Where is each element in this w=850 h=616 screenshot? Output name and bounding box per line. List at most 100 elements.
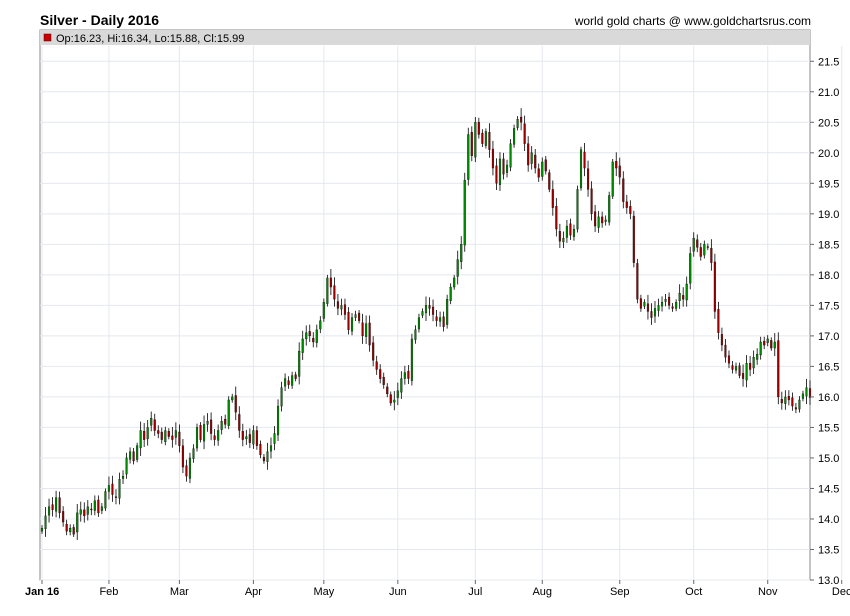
candle-body xyxy=(752,357,755,369)
candle-body xyxy=(47,506,51,516)
candle-body xyxy=(79,509,82,515)
legend-bar xyxy=(40,30,810,45)
candle-body xyxy=(625,201,628,208)
candle-body xyxy=(759,341,762,356)
candle-body xyxy=(742,373,745,379)
candle-body xyxy=(446,299,449,325)
candle-body xyxy=(456,259,459,277)
candle-body xyxy=(576,189,579,230)
candle-body xyxy=(780,398,783,404)
candle-body xyxy=(298,350,301,377)
candle-body xyxy=(76,512,79,533)
candle-body xyxy=(203,424,206,442)
candle-body xyxy=(350,317,354,332)
candle-body xyxy=(505,164,509,173)
candle-body xyxy=(365,323,368,337)
candle-body xyxy=(608,195,611,223)
candle-body xyxy=(727,355,731,364)
y-tick-label: 18.0 xyxy=(818,270,839,282)
candle-body xyxy=(308,331,311,337)
candle-body xyxy=(766,338,769,343)
candle-body xyxy=(410,338,413,381)
candle-body xyxy=(185,465,188,477)
candle-body xyxy=(336,301,339,309)
candle-body xyxy=(632,215,635,263)
candle-body xyxy=(121,476,125,479)
candle-body xyxy=(424,305,428,314)
x-tick-label: Oct xyxy=(685,586,702,598)
candle-body xyxy=(449,286,452,301)
candle-body xyxy=(481,132,484,144)
x-tick-label: Feb xyxy=(99,586,118,598)
y-tick-label: 20.0 xyxy=(818,148,839,160)
candle-body xyxy=(301,338,304,353)
candle-body xyxy=(551,189,554,208)
candle-body xyxy=(569,223,572,236)
candle-body xyxy=(319,320,322,330)
candle-body xyxy=(421,311,424,316)
candle-body xyxy=(534,154,537,169)
candle-body xyxy=(150,418,153,426)
candle-body xyxy=(326,277,329,304)
candle-body xyxy=(90,508,93,511)
candle-body xyxy=(136,445,139,460)
candle-body xyxy=(143,431,146,440)
candle-body xyxy=(294,374,297,379)
candle-body xyxy=(657,305,660,311)
candle-body xyxy=(40,527,44,532)
candle-body xyxy=(69,527,72,533)
candle-body xyxy=(738,365,741,376)
candle-body xyxy=(217,430,220,441)
candle-body xyxy=(259,444,262,456)
candle-body xyxy=(417,317,421,330)
y-tick-label: 17.5 xyxy=(818,300,839,312)
candle-body xyxy=(188,457,192,479)
candle-body xyxy=(717,309,720,333)
candle-body xyxy=(291,375,294,386)
candle-body xyxy=(562,238,565,243)
candle-body xyxy=(548,172,551,190)
candle-body xyxy=(495,165,498,184)
candle-body xyxy=(724,344,727,358)
candle-body xyxy=(770,340,773,349)
candle-body xyxy=(587,168,590,190)
candle-body xyxy=(749,363,752,370)
candle-body xyxy=(678,293,681,302)
candle-body xyxy=(252,430,255,445)
candle-body xyxy=(646,303,649,312)
x-tick-label: Sep xyxy=(610,586,630,598)
candle-body xyxy=(280,387,283,407)
candle-body xyxy=(537,168,540,178)
candle-body xyxy=(629,206,632,214)
candle-body xyxy=(558,231,561,242)
candle-body xyxy=(234,395,237,413)
candle-body xyxy=(414,329,417,340)
candle-body xyxy=(565,225,568,238)
candle-body xyxy=(555,206,558,230)
candle-body xyxy=(428,305,431,309)
candle-body xyxy=(62,511,65,523)
candle-body xyxy=(435,316,438,321)
candle-body xyxy=(192,448,195,459)
candle-body xyxy=(287,380,290,385)
candle-body xyxy=(382,376,385,385)
candle-body xyxy=(368,322,371,346)
candle-body xyxy=(396,390,399,398)
candle-body xyxy=(389,394,392,404)
candle-body xyxy=(231,396,234,401)
y-tick-label: 19.0 xyxy=(818,209,839,221)
candle-body xyxy=(284,378,287,387)
x-tick-label: Jan 16 xyxy=(25,586,59,598)
candle-body xyxy=(58,497,61,514)
y-tick-label: 17.0 xyxy=(818,331,839,343)
candle-body xyxy=(763,341,766,346)
candle-body xyxy=(474,122,477,158)
candle-body xyxy=(139,430,142,449)
candle-body xyxy=(509,143,512,168)
candle-body xyxy=(379,369,382,379)
candle-body xyxy=(167,431,170,437)
candle-body xyxy=(787,396,790,401)
candle-body xyxy=(248,434,251,443)
candle-body xyxy=(696,239,699,248)
